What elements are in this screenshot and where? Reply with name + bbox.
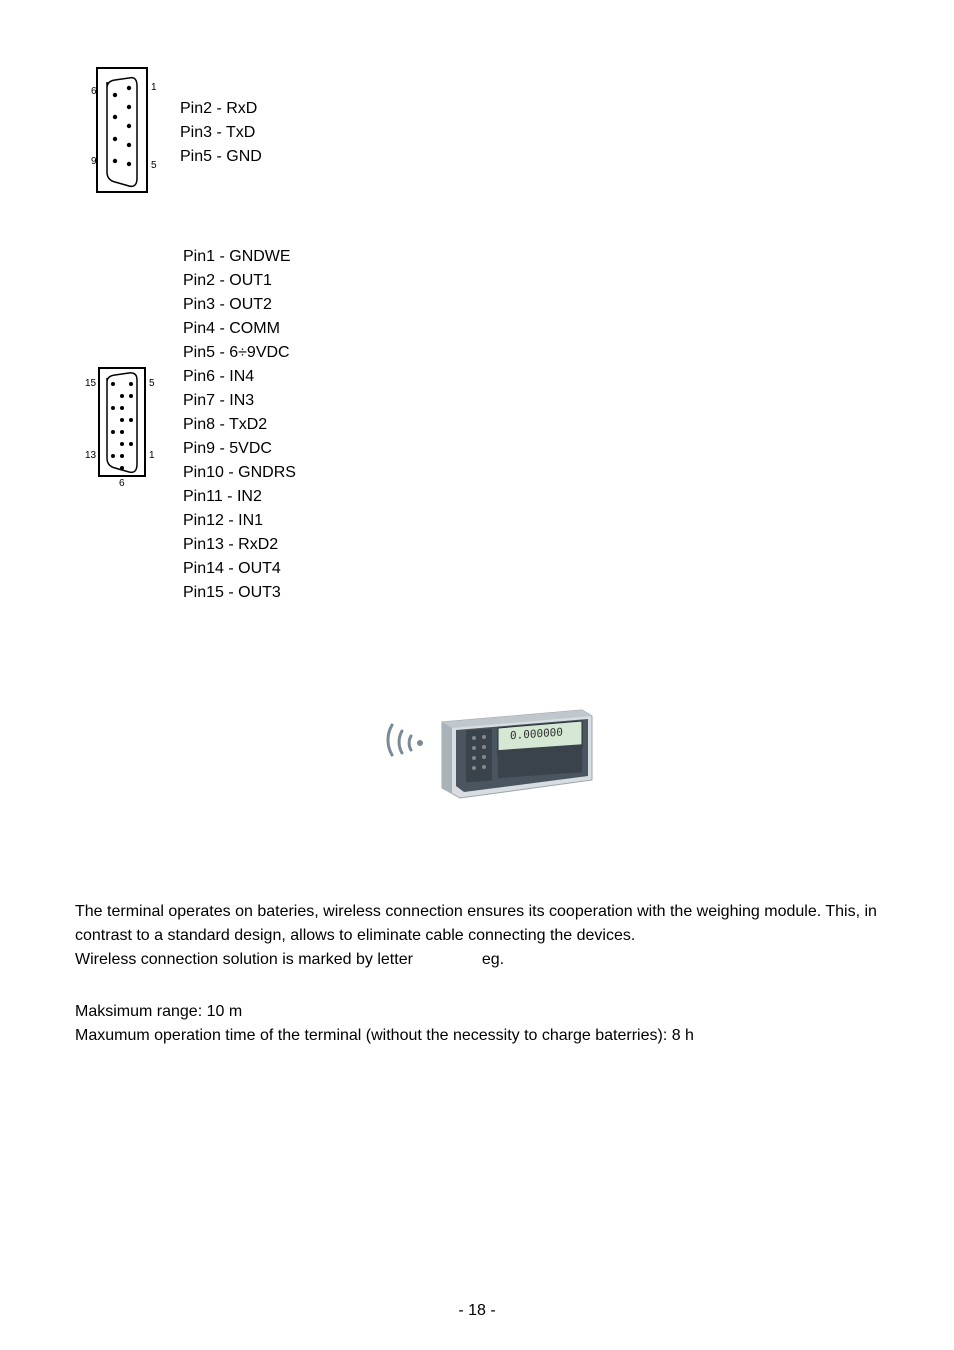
pin-line: Pin4 - COMM [183,317,296,341]
pin-line: Pin3 - TxD [180,121,262,145]
pin-line: Pin5 - GND [180,145,262,169]
wireless-terminal-image: 0.000000 [75,695,879,820]
pin-line: Pin11 - IN2 [183,485,296,509]
spec-range: Maksimum range: 10 m [75,1000,879,1024]
connector-9pin-list: Pin2 - RxD Pin3 - TxD Pin5 - GND [180,97,262,169]
pin-line: Pin12 - IN1 [183,509,296,533]
pin-line: Pin9 - 5VDC [183,437,296,461]
description-paragraph-2: Wireless connection solution is marked b… [75,948,879,972]
wireless-marked-text-a: Wireless connection solution is marked b… [75,951,413,968]
pin-line: Pin3 - OUT2 [183,293,296,317]
pin-line: Pin6 - IN4 [183,365,296,389]
page-number: - 18 - [0,1302,954,1320]
spec-battery: Maxumum operation time of the terminal (… [75,1024,879,1048]
pin-line: Pin13 - RxD2 [183,533,296,557]
pin-line: Pin14 - OUT4 [183,557,296,581]
wireless-marked-text-b: eg. [482,951,504,968]
label-6: 6 [91,86,97,97]
label-9: 9 [91,156,97,167]
svg-text:5: 5 [149,378,155,389]
connector-15pin-list: Pin1 - GNDWE Pin2 - OUT1 Pin3 - OUT2 Pin… [183,245,296,605]
svg-text:1: 1 [149,450,155,461]
svg-text:6: 6 [119,478,125,488]
description-paragraph-1: The terminal operates on bateries, wirel… [75,900,879,948]
pin-line: Pin2 - RxD [180,97,262,121]
label-1: 1 [151,82,157,93]
connector-9pin-diagram: 6 1 9 5 [85,60,160,205]
pin-line: Pin5 - 6÷9VDC [183,341,296,365]
pin-line: Pin7 - IN3 [183,389,296,413]
label-5: 5 [151,160,157,171]
connector-9pin-section: 6 1 9 5 Pin2 - RxD Pin3 - TxD Pin5 - GND [85,60,879,205]
pin-line: Pin10 - GNDRS [183,461,296,485]
pin-line: Pin15 - OUT3 [183,581,296,605]
pin-line: Pin8 - TxD2 [183,413,296,437]
svg-text:13: 13 [85,450,97,461]
pin-line: Pin2 - OUT1 [183,269,296,293]
pin-line: Pin1 - GNDWE [183,245,296,269]
svg-text:15: 15 [85,378,97,389]
connector-15pin-diagram: 15 5 13 1 6 [85,358,163,493]
connector-15pin-section: 15 5 13 1 6 Pin1 - GNDWE Pin2 - OUT1 Pin… [85,245,879,605]
